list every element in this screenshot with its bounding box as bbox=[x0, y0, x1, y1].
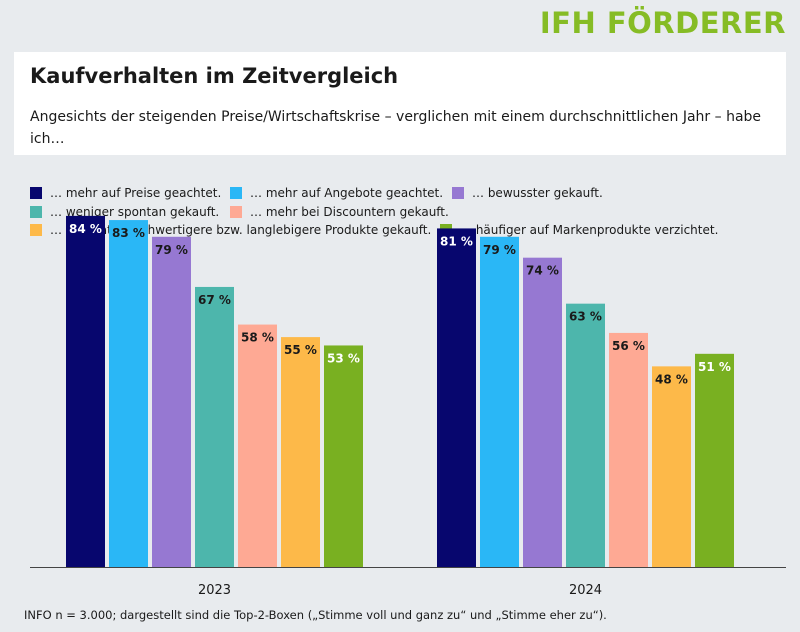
data-label: 79 % bbox=[155, 243, 188, 257]
bar-2024-5 bbox=[652, 366, 691, 567]
data-label: 58 % bbox=[241, 331, 274, 345]
data-label: 51 % bbox=[698, 360, 731, 374]
legend-label: … mehr auf Angebote geachtet. bbox=[250, 186, 444, 200]
legend-label: … weniger spontan gekauft. bbox=[50, 205, 220, 219]
legend-item-discounter: … mehr bei Discountern gekauft. bbox=[230, 205, 449, 219]
data-label: 56 % bbox=[612, 339, 645, 353]
legend-swatch bbox=[230, 187, 242, 199]
bar-2023-1 bbox=[109, 220, 148, 567]
legend-swatch bbox=[230, 206, 242, 218]
data-label: 48 % bbox=[655, 372, 688, 386]
legend-swatch bbox=[30, 224, 42, 236]
legend-item-angebote: … mehr auf Angebote geachtet. bbox=[230, 186, 443, 200]
data-label: 83 % bbox=[112, 226, 145, 240]
bar-2023-6 bbox=[324, 345, 363, 567]
data-label: 63 % bbox=[569, 310, 602, 324]
legend-item-preise: … mehr auf Preise geachtet. bbox=[30, 186, 221, 200]
bar-2024-0 bbox=[437, 228, 476, 568]
brand-logo: IFH FÖRDERER bbox=[539, 6, 786, 40]
footnote: INFO n = 3.000; dargestellt sind die Top… bbox=[24, 608, 607, 622]
legend-item-spontan: … weniger spontan gekauft. bbox=[30, 205, 219, 219]
legend-label: … mehr bei Discountern gekauft. bbox=[250, 205, 449, 219]
bar-2024-4 bbox=[609, 332, 648, 567]
data-label: 79 % bbox=[483, 243, 516, 257]
legend-swatch bbox=[30, 187, 42, 199]
data-label: 84 % bbox=[69, 222, 102, 236]
data-label: 55 % bbox=[284, 343, 317, 357]
data-label: 67 % bbox=[198, 293, 231, 307]
legend-item-bewusster: … bewusster gekauft. bbox=[452, 186, 603, 200]
legend-swatch bbox=[30, 206, 42, 218]
data-label: 81 % bbox=[440, 234, 473, 248]
bar-2023-0 bbox=[66, 215, 105, 567]
legend-label: … mehr auf Preise geachtet. bbox=[50, 186, 222, 200]
bar-2023-2 bbox=[152, 236, 191, 567]
bar-2024-2 bbox=[523, 257, 562, 567]
legend-label: … bewusster gekauft. bbox=[472, 186, 603, 200]
data-label: 74 % bbox=[526, 264, 559, 278]
bar-2023-4 bbox=[238, 324, 277, 567]
x-tick-label: 2023 bbox=[198, 583, 231, 598]
bar-2024-6 bbox=[695, 353, 734, 567]
bar-2024-1 bbox=[480, 236, 519, 567]
bar-2024-3 bbox=[566, 303, 605, 567]
x-tick-label: 2024 bbox=[569, 583, 602, 598]
legend-swatch bbox=[452, 187, 464, 199]
bar-2023-3 bbox=[195, 286, 234, 567]
chart-title: Kaufverhalten im Zeitvergleich bbox=[30, 64, 399, 88]
chart-subtitle: Angesichts der steigenden Preise/Wirtsch… bbox=[30, 109, 762, 147]
bar-2023-5 bbox=[281, 337, 320, 567]
title-card: Kaufverhalten im Zeitvergleich Angesicht… bbox=[14, 52, 786, 155]
data-label: 53 % bbox=[327, 351, 360, 365]
legend-label: … häufiger auf Markenprodukte verzichtet… bbox=[460, 223, 719, 237]
